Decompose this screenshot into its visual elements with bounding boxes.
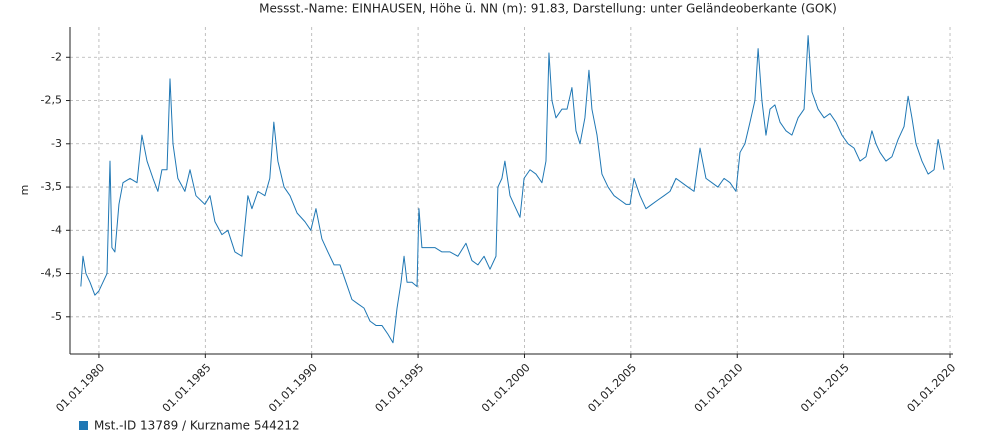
series-line [80,35,945,344]
x-tick-label: 01.01.2010 [692,361,746,415]
x-tick-label: 01.01.2000 [479,361,533,415]
y-axis-label: m [18,185,31,196]
x-tick-label: 01.01.2015 [798,361,852,415]
x-tick-label: 01.01.2005 [585,361,639,415]
x-tick-label: 01.01.1980 [53,361,107,415]
y-tick-label: -3 [51,137,62,150]
y-tick-label: -4,5 [41,267,62,280]
x-tick-label: 01.01.1985 [160,361,214,415]
chart-title: Messst.-Name: EINHAUSEN, Höhe ü. NN (m):… [259,2,837,16]
x-tick-label: 01.01.2020 [905,361,959,415]
y-tick-label: -3,5 [41,180,62,193]
legend-swatch [79,421,88,430]
y-tick-label: -2 [51,50,62,63]
x-tick-label: 01.01.1990 [266,361,320,415]
x-tick-label: 01.01.1995 [373,361,427,415]
y-tick-label: -5 [51,310,62,323]
legend-label: Mst.-ID 13789 / Kurzname 544212 [94,419,300,433]
y-tick-label: -2,5 [41,94,62,107]
y-tick-label: -4 [51,223,62,236]
